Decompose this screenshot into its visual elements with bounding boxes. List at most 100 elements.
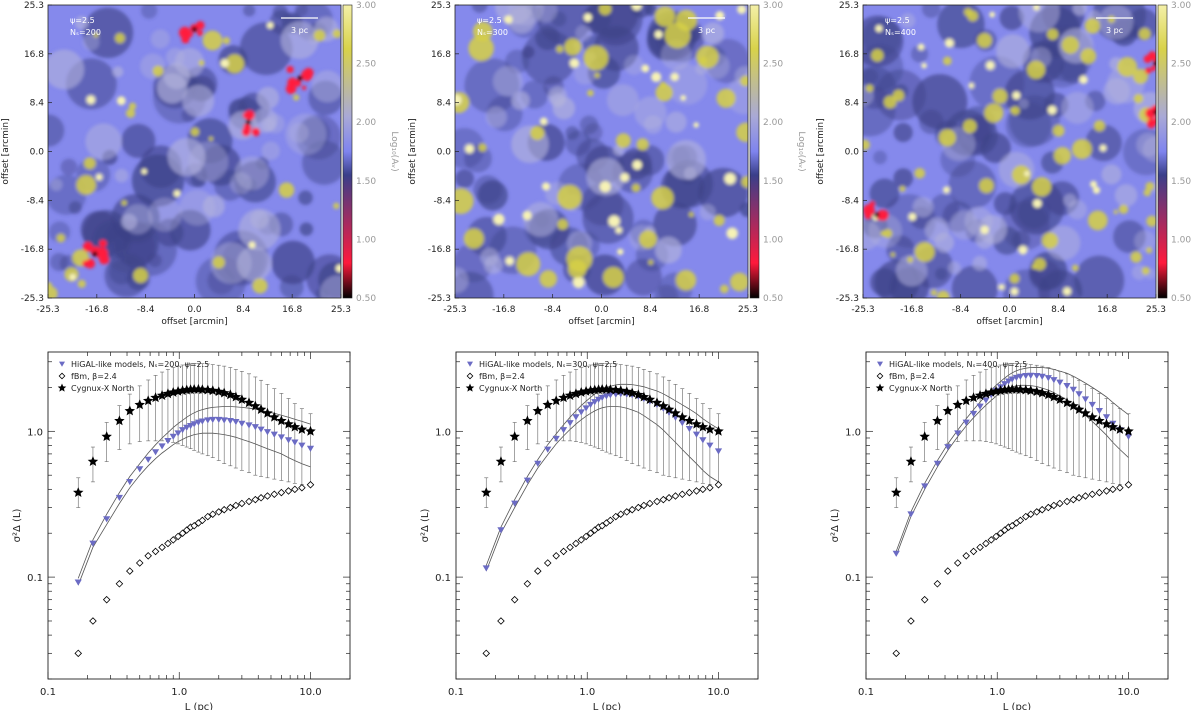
core-peak — [942, 186, 950, 194]
mid-extinction-patch — [210, 242, 252, 284]
core-peak — [1047, 105, 1057, 115]
y-tick-label: 16.8 — [24, 50, 44, 60]
dense-core — [1052, 124, 1065, 137]
core-peak — [617, 248, 624, 255]
dense-core — [121, 200, 127, 206]
cygnus-point — [713, 425, 724, 436]
dense-core — [557, 218, 569, 230]
x-tick-label: 25.3 — [1146, 305, 1166, 315]
core-peak — [631, 5, 642, 11]
low-column-region — [192, 26, 197, 32]
mid-extinction-patch — [174, 47, 205, 78]
dense-core — [56, 233, 66, 243]
model-point — [606, 392, 614, 399]
mid-extinction-patch — [480, 248, 499, 266]
dense-core — [942, 56, 952, 66]
model-point — [552, 435, 560, 442]
colorbar-label: Log₁₀(Aᵥ) — [796, 131, 806, 171]
mid-extinction-patch — [202, 195, 225, 218]
low-column-region — [796, 112, 805, 121]
core-peak — [968, 82, 975, 89]
fbm-point — [1081, 492, 1090, 500]
mid-extinction-patch — [311, 70, 341, 103]
fbm-point — [714, 480, 723, 489]
mid-extinction-patch — [934, 232, 955, 253]
model-point — [572, 414, 580, 421]
model-point — [257, 426, 265, 433]
mid-extinction-patch — [1136, 132, 1156, 157]
low-extinction-patch — [739, 202, 748, 217]
dense-core — [1084, 18, 1101, 34]
fbm-point — [1075, 494, 1083, 502]
cygnus-point — [704, 423, 716, 434]
core-peak — [1092, 186, 1101, 194]
cygnus-point — [550, 395, 562, 406]
y-tick-label: -16.8 — [21, 245, 45, 255]
low-column-region — [869, 201, 875, 207]
y-tick-label: 16.8 — [431, 50, 451, 60]
core-peak — [116, 96, 126, 106]
colorbar-tick-label: 3.00 — [1171, 1, 1191, 11]
low-extinction-patch — [298, 190, 313, 205]
dense-core — [252, 278, 268, 294]
core-peak — [1018, 245, 1028, 255]
plot-frame — [455, 351, 759, 680]
mid-extinction-patch — [150, 29, 170, 49]
cygnus-point — [952, 399, 963, 410]
dense-core — [1041, 232, 1059, 249]
fbm-point — [263, 492, 272, 500]
cygnus-point — [670, 407, 681, 418]
mid-extinction-patch — [112, 66, 124, 78]
x-tick-label: -8.4 — [952, 305, 970, 315]
dense-core — [1145, 181, 1155, 191]
cygnus-point — [621, 386, 632, 397]
cygnus-point — [919, 431, 930, 442]
dense-core — [1113, 209, 1118, 215]
fbm-point — [306, 480, 315, 489]
mid-extinction-patch — [256, 86, 280, 109]
dense-core — [654, 6, 676, 27]
y-tick-label: -8.4 — [841, 196, 859, 206]
low-extinction-patch — [929, 193, 960, 224]
low-extinction-patch — [239, 22, 293, 76]
core-peak — [1099, 144, 1107, 152]
fbm-point — [284, 487, 293, 495]
mid-extinction-patch — [863, 220, 881, 250]
core-peak — [641, 64, 650, 73]
legend-model-marker — [59, 361, 65, 367]
core-peak — [944, 38, 954, 48]
cygnus-point — [142, 395, 154, 406]
colorbar-tick-label: 0.50 — [763, 294, 783, 304]
colorbar-tick-label: 1.50 — [763, 177, 783, 187]
cygnus-point — [114, 415, 125, 426]
core-peak — [69, 273, 76, 281]
core-peak — [1032, 199, 1042, 208]
fbm-point — [204, 512, 212, 521]
cygnus-point — [697, 421, 709, 432]
dense-core — [892, 89, 905, 102]
fbm-point — [198, 516, 207, 525]
cygnus-point — [615, 385, 626, 396]
y-tick-label: -25.3 — [836, 294, 859, 304]
dense-core — [455, 188, 474, 214]
legend-model-label: HiGAL-like models, Nₛ=200, ψ=2.5 — [71, 360, 209, 369]
model-point — [1056, 379, 1064, 386]
dense-core — [1009, 273, 1020, 284]
low-extinction-patch — [50, 252, 69, 272]
dense-core — [333, 202, 340, 210]
low-column-region — [783, 148, 787, 152]
y-tick-label: -25.3 — [428, 294, 451, 304]
low-column-region — [775, 86, 780, 91]
x-tick-label: 16.8 — [1097, 305, 1117, 315]
low-extinction-patch — [473, 175, 503, 205]
dense-core — [1118, 204, 1129, 214]
fbm-point — [1124, 480, 1133, 489]
model-point — [1050, 377, 1058, 384]
fbm-point — [1026, 510, 1035, 518]
cygnus-point — [905, 456, 917, 467]
low-extinction-patch — [243, 5, 256, 17]
x-tick-label: -16.8 — [85, 305, 109, 315]
plot-area — [891, 363, 1134, 658]
low-column-region — [785, 147, 791, 153]
colorbar-tick-label: 2.50 — [356, 60, 376, 70]
